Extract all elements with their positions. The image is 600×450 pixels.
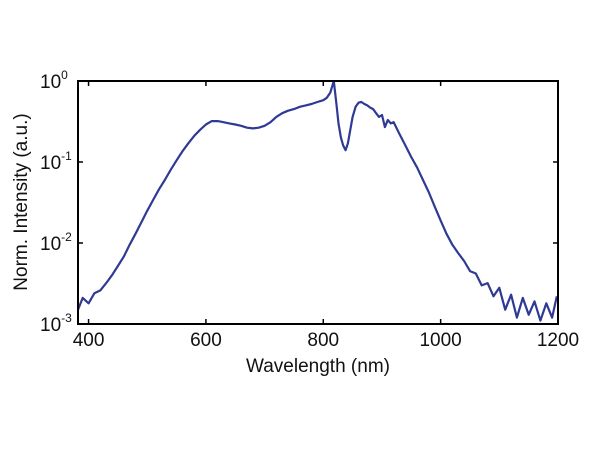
series-line-spectrum (78, 81, 558, 322)
x-tick-label: 1000 (419, 330, 461, 351)
x-tick-label: 400 (73, 330, 105, 351)
x-tick-label: 800 (307, 330, 339, 351)
y-tick-label: 100 (40, 68, 68, 93)
x-axis-ticks: 400 600 800 1000 1200 (73, 81, 579, 351)
y-tick-label: 10-2 (40, 230, 72, 255)
x-tick-label: 1200 (537, 330, 579, 351)
x-tick-label: 600 (190, 330, 222, 351)
y-axis-label: Norm. Intensity (a.u.) (11, 113, 32, 290)
plot-area (78, 81, 558, 322)
y-tick-label: 10-1 (40, 149, 72, 174)
x-axis-label: Wavelength (nm) (246, 356, 390, 377)
y-tick-label: 10-3 (40, 311, 72, 336)
plot-frame (77, 80, 559, 325)
